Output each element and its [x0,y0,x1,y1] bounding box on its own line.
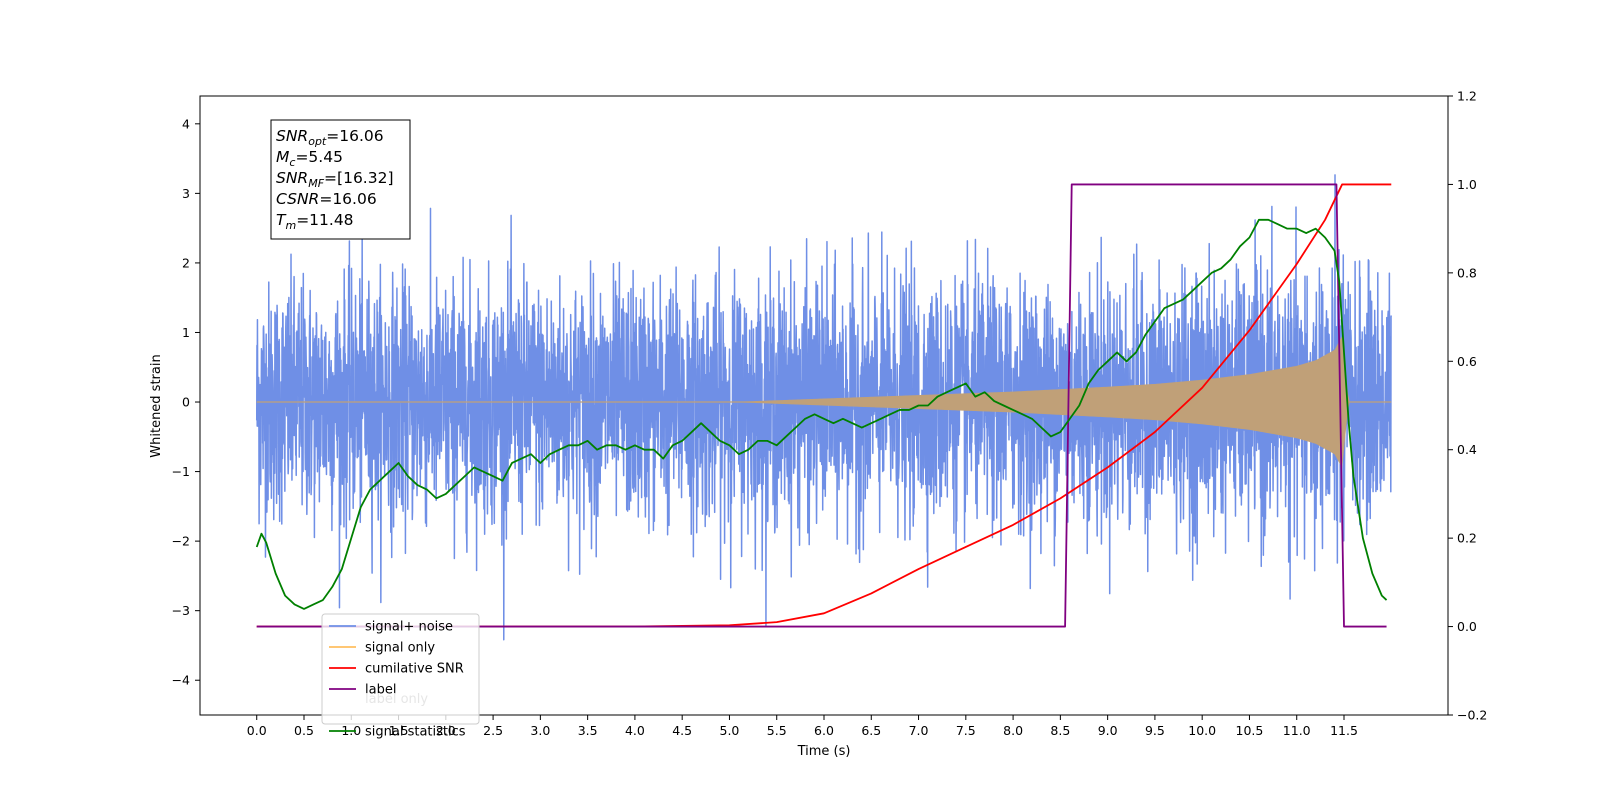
x-tick-label: 7.0 [909,723,929,738]
annotation-box: SNRopt=16.06Mc=5.45SNRMF=[16.32]CSNR=16.… [270,119,411,240]
x-tick-label: 1.5 [389,723,409,738]
x-tick-label: 4.5 [672,723,692,738]
annotation-variable: T [276,211,287,229]
annotation-frame [270,119,411,240]
annotation-value: =[16.32] [324,169,393,187]
label-line [256,183,1387,628]
x-axis: 0.0 0.5 1.0 1.5 2.0 2.5 3.0 3.5 4.0 4.5 5.0 5.5 6.0 6… [247,715,1358,738]
annotation-value: =5.45 [295,148,343,166]
x-tick-label: 2.5 [483,723,503,738]
series-signal-noise [255,174,1393,641]
legend-label: signal only [365,641,435,656]
x-tick-label: 6.0 [814,723,834,738]
y-tick-label: −1 [172,464,190,479]
x-tick-label: 10.5 [1236,723,1264,738]
y2-tick-label: 0.6 [1457,354,1477,369]
y-tick-label: 1 [182,325,190,340]
annotation-variable: SNR [276,169,308,187]
annotation-value: =16.06 [319,190,376,208]
plot-area [255,174,1393,641]
y2-tick-label: 0.0 [1457,619,1477,634]
x-tick-label: 8.5 [1050,723,1070,738]
x-tick-label: 6.5 [861,723,881,738]
legend-label: signal+ noise [365,620,453,635]
legend-frame [321,613,480,725]
y-axis-right: −0.2 0.0 0.2 0.4 0.6 0.8 1.0 1.2 [1448,89,1487,723]
series-signal-only [256,335,1392,469]
y2-tick-label: 0.4 [1457,442,1477,457]
y-tick-label: −4 [172,673,190,688]
annotation-line: SNRMF=[16.32] [276,169,394,190]
x-tick-label: 7.5 [956,723,976,738]
y-tick-label: −3 [172,603,190,618]
x-tick-label: 5.0 [720,723,740,738]
cumulative-snr-line [256,183,1392,628]
legend: signal+ noise signal only cumilative SNR la… [321,613,480,740]
annotation-value: =16.06 [326,127,383,145]
y-tick-label: 4 [182,116,190,131]
legend-label: signal statistics [365,725,466,740]
x-tick-label: 0.5 [294,723,314,738]
legend-label: label only [365,692,428,707]
y-tick-label: −2 [172,534,190,549]
x-tick-label: 3.5 [578,723,598,738]
annotation-subscript: m [285,219,296,232]
y-tick-label: 3 [182,186,190,201]
annotation-variable: SNR [276,127,308,145]
signal-noise-line [255,174,1393,641]
y-axis-left: −4 −3 −2 −1 0 1 2 3 4 [172,116,200,688]
series-cumulative-snr [256,183,1392,628]
x-axis-label: Time (s) [797,744,851,759]
x-tick-label: 4.0 [625,723,645,738]
annotation-line: CSNR=16.06 [276,190,377,208]
x-tick-label: 3.0 [530,723,550,738]
annotation-subscript: opt [308,135,327,148]
y2-tick-label: 0.2 [1457,531,1477,546]
x-tick-label: 2.0 [436,723,456,738]
x-tick-label: 9.5 [1145,723,1165,738]
annotation-line: Mc=5.45 [276,148,343,169]
series-label [256,183,1387,628]
x-tick-label: 0.0 [247,723,267,738]
x-tick-label: 8.0 [1003,723,1023,738]
annotation-subscript: c [289,156,295,169]
y2-tick-label: 1.0 [1457,177,1477,192]
y2-tick-label: 1.2 [1457,89,1477,104]
y2-tick-label: 0.8 [1457,265,1477,280]
y-tick-label: 0 [182,395,190,410]
y-tick-label: 2 [182,255,190,270]
x-tick-label: 10.0 [1188,723,1216,738]
series-signal-statistics [255,218,1388,610]
legend-label: label [365,683,396,698]
y2-tick-label: −0.2 [1457,708,1487,723]
annotation-variable: M [276,148,289,166]
annotation-value: =11.48 [296,211,353,229]
annotation-subscript: MF [308,177,324,190]
annotation-line: Tm=11.48 [276,211,354,232]
x-tick-label: 11.0 [1283,723,1311,738]
annotation-line: SNRopt=16.06 [276,127,384,148]
x-tick-label: 9.0 [1098,723,1118,738]
x-tick-label: 11.5 [1330,723,1358,738]
annotation-variable: CSNR [276,190,319,208]
x-tick-label: 5.5 [767,723,787,738]
signal-statistics-line [255,218,1388,610]
y-axis-label: Whitened strain [149,354,164,457]
legend-label: cumilative SNR [365,662,464,677]
